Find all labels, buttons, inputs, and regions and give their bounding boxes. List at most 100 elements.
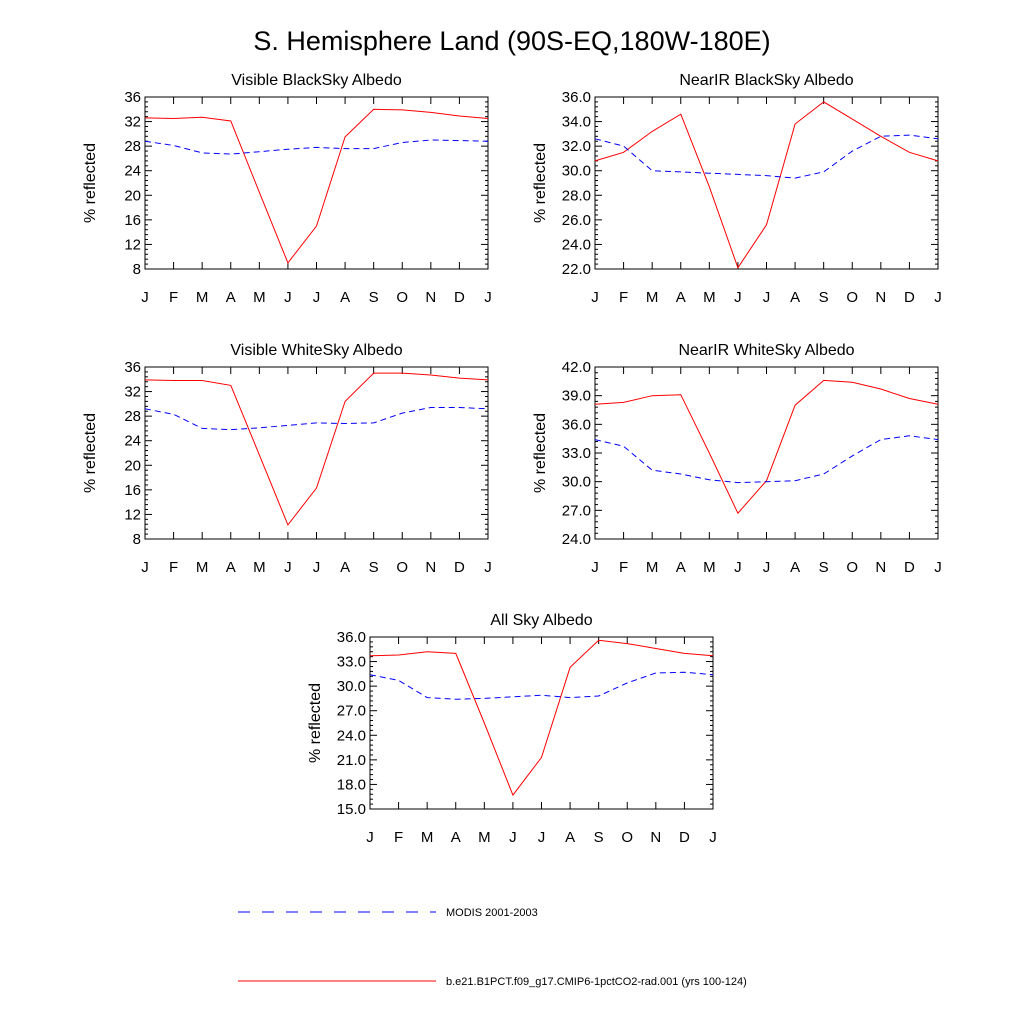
y-tick-label: 32.0 <box>562 138 591 155</box>
series-line-modis <box>144 407 489 431</box>
x-tick-label: J <box>366 829 374 846</box>
x-tick-label: M <box>253 289 266 306</box>
x-tick-label: A <box>226 289 236 306</box>
x-tick-label: F <box>169 289 178 306</box>
x-tick-label: D <box>454 559 465 576</box>
y-tick-label: 36 <box>124 359 141 376</box>
x-tick-label: M <box>478 829 491 846</box>
y-tick-label: 18.0 <box>337 776 366 793</box>
y-tick-label: 16 <box>124 212 141 229</box>
y-tick-label: 28 <box>124 408 141 425</box>
x-tick-label: N <box>425 559 436 576</box>
series-line-modis <box>594 435 939 484</box>
series-line-model <box>594 101 939 269</box>
y-tick-label: 12 <box>124 236 141 253</box>
x-tick-label: J <box>591 559 599 576</box>
panel-4: NearIR WhiteSky Albedo 24.0 27.0 30.0 33.0 36… <box>532 342 942 576</box>
x-tick-label: O <box>396 559 408 576</box>
x-tick-label: A <box>565 829 575 846</box>
x-tick-label: J <box>141 559 149 576</box>
y-tick-label: 20 <box>124 187 141 204</box>
y-axis-label: % reflected <box>532 413 549 493</box>
x-tick-label: J <box>934 559 942 576</box>
y-tick-label: 12 <box>124 506 141 523</box>
y-axis-label: % reflected <box>532 143 549 223</box>
panel-1: Visible BlackSky Albedo 8 12 16 20 24 28 32 36 J F… <box>82 72 492 306</box>
x-tick-label: A <box>340 289 350 306</box>
x-tick-label: M <box>703 559 716 576</box>
y-tick-label: 33.0 <box>337 654 366 671</box>
y-tick-label: 28 <box>124 138 141 155</box>
x-tick-label: S <box>369 559 379 576</box>
x-tick-label: S <box>369 289 379 306</box>
plot-frame <box>144 96 489 270</box>
series-line-model <box>144 372 489 526</box>
y-tick-label: 36 <box>124 89 141 106</box>
legend-label-model: b.e21.B1PCT.f09_g17.CMIP6-1pctCO2-rad.00… <box>446 976 747 988</box>
series-line-modis <box>369 671 714 700</box>
y-tick-label: 20 <box>124 457 141 474</box>
y-tick-label: 28.0 <box>562 187 591 204</box>
x-tick-label: F <box>619 289 628 306</box>
y-axis-label: % reflected <box>82 143 99 223</box>
y-tick-label: 24.0 <box>562 531 591 548</box>
panel-title: NearIR BlackSky Albedo <box>679 72 853 89</box>
x-tick-label: N <box>875 289 886 306</box>
x-tick-label: A <box>676 559 686 576</box>
x-tick-label: D <box>904 289 915 306</box>
x-tick-label: J <box>734 559 742 576</box>
x-tick-label: N <box>875 559 886 576</box>
y-tick-label: 24 <box>124 433 141 450</box>
panel-title: Visible WhiteSky Albedo <box>230 342 402 359</box>
plot-frame <box>369 636 714 810</box>
panel-2: NearIR BlackSky Albedo 22.0 24.0 26.0 28.0 30… <box>532 72 942 306</box>
series-line-model <box>594 379 939 515</box>
y-tick-label: 22.0 <box>562 261 591 278</box>
panel-title: Visible BlackSky Albedo <box>231 72 402 89</box>
x-tick-label: O <box>846 289 858 306</box>
y-tick-label: 21.0 <box>337 752 366 769</box>
y-tick-label: 27.0 <box>562 502 591 519</box>
y-axis-label: % reflected <box>307 683 324 763</box>
y-tick-label: 24.0 <box>337 727 366 744</box>
plot-frame <box>594 366 939 540</box>
x-tick-label: D <box>904 559 915 576</box>
x-tick-label: M <box>196 289 209 306</box>
y-tick-label: 26.0 <box>562 212 591 229</box>
x-tick-label: S <box>819 289 829 306</box>
y-tick-label: 8 <box>133 261 141 278</box>
y-tick-label: 33.0 <box>562 445 591 462</box>
x-tick-label: M <box>646 559 659 576</box>
y-tick-label: 30.0 <box>562 163 591 180</box>
y-tick-label: 30.0 <box>337 678 366 695</box>
y-tick-label: 39.0 <box>562 388 591 405</box>
series-line-model <box>369 639 714 797</box>
x-tick-label: O <box>396 289 408 306</box>
x-tick-label: N <box>650 829 661 846</box>
x-tick-label: J <box>284 289 292 306</box>
x-tick-label: J <box>313 289 321 306</box>
x-tick-label: F <box>394 829 403 846</box>
plot-frame <box>594 96 939 270</box>
x-tick-label: D <box>454 289 465 306</box>
x-tick-label: J <box>591 289 599 306</box>
x-tick-label: D <box>679 829 690 846</box>
x-tick-label: M <box>646 289 659 306</box>
x-tick-label: M <box>421 829 434 846</box>
x-tick-label: J <box>763 289 771 306</box>
series-line-modis <box>144 139 489 155</box>
x-tick-label: J <box>538 829 546 846</box>
x-tick-label: A <box>226 559 236 576</box>
x-tick-label: J <box>509 829 517 846</box>
legend-label-modis: MODIS 2001-2003 <box>446 907 538 919</box>
y-tick-label: 36.0 <box>337 629 366 646</box>
panel-title: All Sky Albedo <box>490 612 592 629</box>
y-axis-label: % reflected <box>82 413 99 493</box>
x-tick-label: A <box>340 559 350 576</box>
x-tick-label: S <box>819 559 829 576</box>
y-tick-label: 36.0 <box>562 416 591 433</box>
x-tick-label: M <box>196 559 209 576</box>
x-tick-label: J <box>284 559 292 576</box>
series-line-modis <box>594 134 939 179</box>
x-tick-label: J <box>141 289 149 306</box>
